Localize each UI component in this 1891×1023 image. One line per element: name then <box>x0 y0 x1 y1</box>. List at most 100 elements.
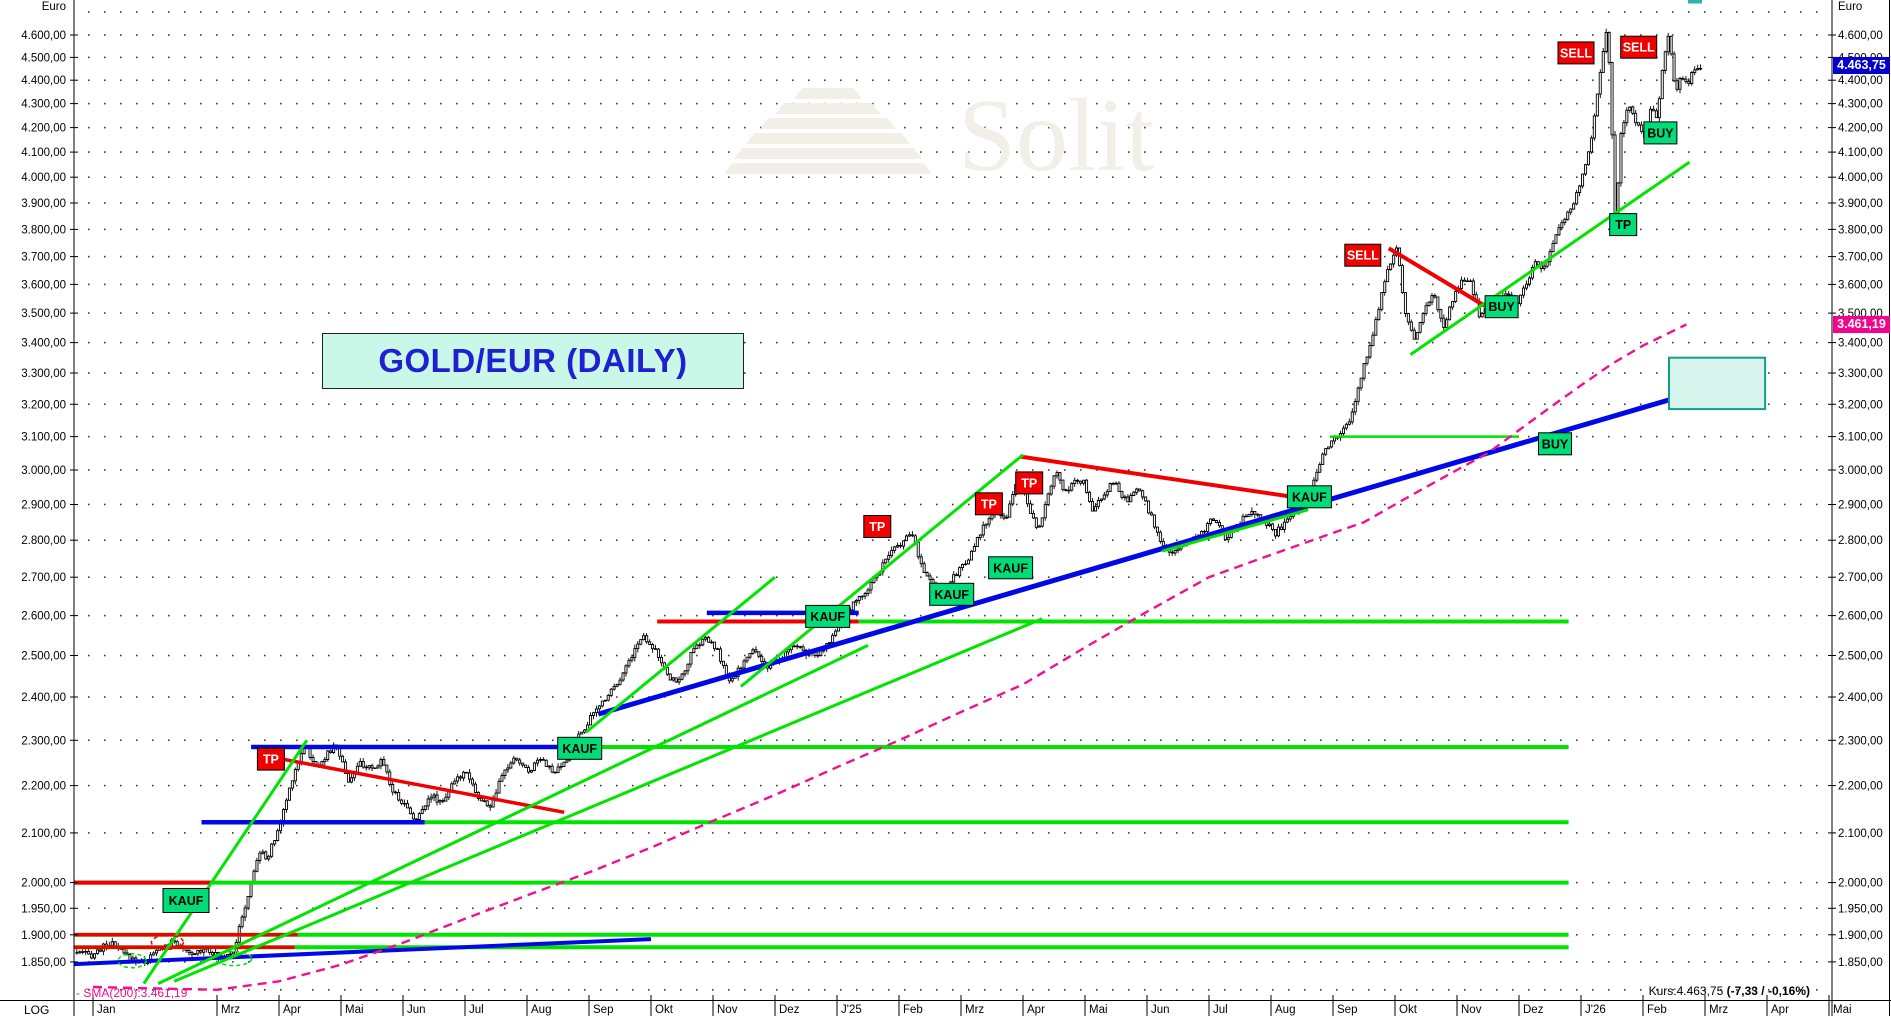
signal-box-kauf[interactable]: KAUF <box>557 736 603 760</box>
price-tick-right: 3.800,00 <box>1838 224 1883 236</box>
svg-text:KAUF: KAUF <box>169 894 204 908</box>
signal-box-sell[interactable]: SELL <box>1620 35 1658 59</box>
month-label: Sep <box>1337 1004 1357 1016</box>
signal-box-kauf[interactable]: KAUF <box>805 604 851 628</box>
price-tick-right: 3.300,00 <box>1838 368 1883 380</box>
highlight-ellipse[interactable] <box>214 950 253 967</box>
price-tick-left: 3.200,00 <box>21 399 66 411</box>
signal-box-sell[interactable]: SELL <box>1344 243 1382 267</box>
price-tick-right: 4.400,00 <box>1838 75 1883 87</box>
signal-box-tp[interactable]: TP <box>863 515 892 538</box>
support-resistance-levels[interactable] <box>74 435 1569 950</box>
trendline-green <box>157 644 869 985</box>
trendline-green <box>1409 160 1691 356</box>
signal-box-kauf[interactable]: KAUF <box>1286 485 1332 509</box>
month-label: Mai <box>345 1004 364 1016</box>
signal-box-tp[interactable]: TP <box>256 747 285 771</box>
trendline-green <box>142 739 309 985</box>
price-tick-left: 2.000,00 <box>21 878 66 890</box>
sma200-line <box>92 323 1687 992</box>
price-tick-left: 2.300,00 <box>21 735 66 747</box>
signal-box-tp[interactable]: TP <box>974 492 1003 516</box>
price-tick-right: 2.800,00 <box>1838 535 1883 547</box>
price-tick-right: 3.400,00 <box>1838 338 1883 350</box>
price-tick-right: 2.900,00 <box>1838 500 1883 512</box>
price-tick-right: 2.700,00 <box>1838 572 1883 584</box>
svg-text:KAUF: KAUF <box>993 561 1028 575</box>
svg-text:KAUF: KAUF <box>1292 490 1327 504</box>
price-tick-right: 3.100,00 <box>1838 432 1883 444</box>
watermark-logo: Solit <box>724 78 1155 193</box>
trendline-green <box>173 617 1043 983</box>
trendline-blue <box>597 392 1688 717</box>
price-tick-left: 4.400,00 <box>21 75 66 87</box>
price-tick-left: 4.100,00 <box>21 147 66 159</box>
trendline-green <box>739 453 1024 688</box>
month-label: Apr <box>1771 1004 1789 1016</box>
trendline-green <box>1162 508 1309 553</box>
svg-text:TP: TP <box>263 753 279 767</box>
month-label: Dez <box>1523 1004 1544 1016</box>
signal-box-buy[interactable]: BUY <box>1538 432 1572 456</box>
price-tick-left: 2.900,00 <box>21 500 66 512</box>
price-tick-left: 3.000,00 <box>21 465 66 477</box>
trendlines[interactable] <box>74 160 1691 985</box>
month-label: Nov <box>1461 1004 1482 1016</box>
price-tick-right: 4.200,00 <box>1838 123 1883 135</box>
signal-box-kauf[interactable]: KAUF <box>988 556 1034 580</box>
price-tick-right: 2.400,00 <box>1838 692 1883 704</box>
price-tick-left: 4.300,00 <box>21 99 66 111</box>
top-marker <box>1688 0 1702 4</box>
signal-box-tp[interactable]: TP <box>1609 213 1638 237</box>
month-label: Feb <box>1647 1004 1667 1016</box>
price-tick-left: 2.500,00 <box>21 651 66 663</box>
month-label: Mai <box>1833 1004 1852 1016</box>
month-label: Dez <box>779 1004 800 1016</box>
trendline-red <box>272 755 565 815</box>
price-tick-right: 2.200,00 <box>1838 781 1883 793</box>
current-quote-line: Kurs:4.463,75 (-7,33 / -0,16%) <box>1480 984 1810 998</box>
signal-box-buy[interactable]: BUY <box>1643 121 1678 145</box>
watermark-text: Solit <box>958 78 1155 193</box>
signal-box-sell[interactable]: SELL <box>1557 41 1595 65</box>
svg-text:KAUF: KAUF <box>934 588 969 602</box>
quote-change: (-7,33 / -0,16%) <box>1726 984 1810 998</box>
price-tick-right: 2.000,00 <box>1838 878 1883 890</box>
log-scale-label[interactable]: LOG <box>24 1003 50 1017</box>
signal-box-buy[interactable]: BUY <box>1484 295 1519 319</box>
price-tick-right: 3.000,00 <box>1838 465 1883 477</box>
signal-box-kauf[interactable]: KAUF <box>929 582 975 606</box>
sma-price-tag: 3.461,19 <box>1833 316 1890 333</box>
price-tick-left: 4.600,00 <box>21 30 66 42</box>
y-axis-unit-left: Euro <box>41 1 66 13</box>
month-label: Sep <box>593 1004 613 1016</box>
price-tick-right: 2.100,00 <box>1838 828 1883 840</box>
trade-signals[interactable]: KAUF TP KAUF KAUF TP KAUF TP KAUF <box>162 35 1678 913</box>
chart-title[interactable]: GOLD/EUR (DAILY) <box>322 333 744 389</box>
price-tick-left: 4.000,00 <box>21 172 66 184</box>
month-label: Nov <box>717 1004 738 1016</box>
price-tick-left: 3.800,00 <box>21 224 66 236</box>
month-label: Okt <box>655 1004 674 1016</box>
quote-price: Kurs:4.463,75 <box>1648 984 1727 998</box>
price-tick-labels: 4.600,00 4.600,00 4.500,00 4.500,00 4.40… <box>21 30 1883 969</box>
highlight-ellipse[interactable] <box>117 953 147 969</box>
month-labels: Jan Mrz Apr Mai Jun Jul Aug Sep Okt Nov … <box>92 995 1852 1016</box>
svg-text:SELL: SELL <box>1623 41 1655 55</box>
price-tick-left: 3.300,00 <box>21 368 66 380</box>
signal-box-tp[interactable]: TP <box>1015 471 1044 495</box>
price-tick-left: 3.100,00 <box>21 432 66 444</box>
signal-box-kauf[interactable]: KAUF <box>162 888 210 913</box>
grid-dots <box>82 11 1824 991</box>
price-tick-left: 3.900,00 <box>21 198 66 210</box>
price-tick-right: 1.950,00 <box>1838 903 1883 915</box>
projection-box[interactable] <box>1668 356 1767 411</box>
month-label: Jul <box>1213 1004 1228 1016</box>
svg-text:BUY: BUY <box>1488 300 1515 314</box>
price-tick-left: 2.400,00 <box>21 692 66 704</box>
highlight-ellipse[interactable] <box>150 934 185 951</box>
svg-text:BUY: BUY <box>1542 437 1569 451</box>
